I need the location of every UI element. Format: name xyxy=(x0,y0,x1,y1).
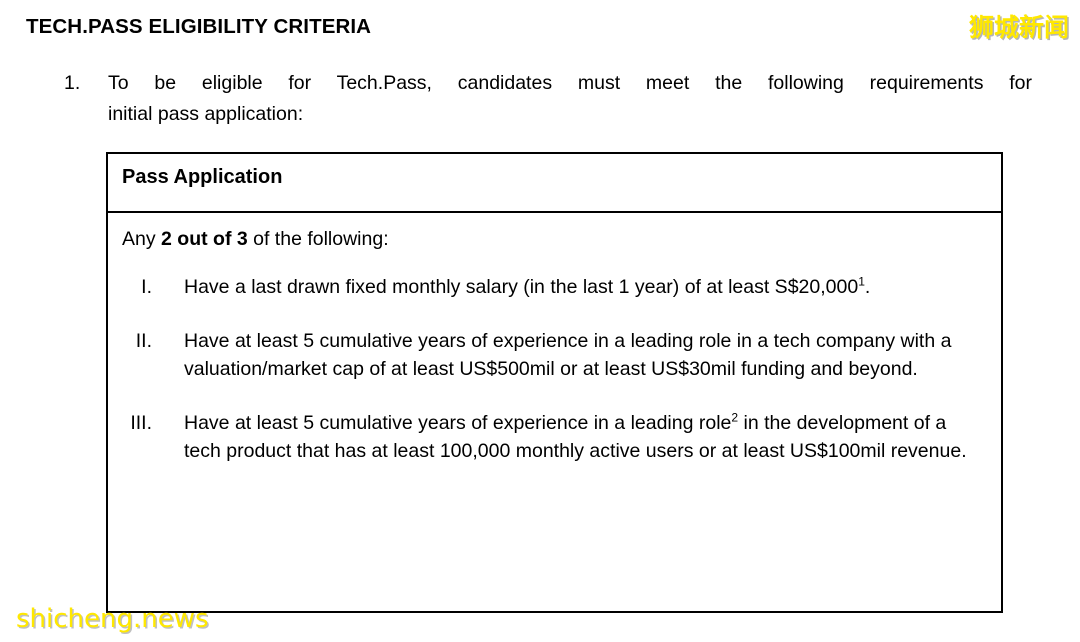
numbered-paragraph-text: To be eligible for Tech.Pass, candidates… xyxy=(108,68,1032,130)
criteria-table: Pass Application Any 2 out of 3 of the f… xyxy=(106,152,1003,613)
criterion-main-text: Have at least 5 cumulative years of expe… xyxy=(184,329,952,381)
any-two-of-three-line: Any 2 out of 3 of the following: xyxy=(122,225,987,253)
criterion-main-text: Have at least 5 cumulative years of expe… xyxy=(184,411,732,434)
intro-prefix: Any xyxy=(122,228,162,250)
roman-numeral: I. xyxy=(141,276,152,298)
criterion-tail-text: in the development of a tech product tha… xyxy=(184,411,967,463)
criteria-roman-list: I. Have a last drawn fixed monthly salar… xyxy=(122,273,987,466)
intro-bold: 2 out of 3 xyxy=(161,228,248,250)
paragraph-line-1: To be eligible for Tech.Pass, candidates… xyxy=(108,72,1032,94)
list-item: I. Have a last drawn fixed monthly salar… xyxy=(122,273,987,302)
paragraph-line-2: initial pass application: xyxy=(108,103,304,125)
criterion-text: Have at least 5 cumulative years of expe… xyxy=(184,409,984,466)
criterion-tail-text: . xyxy=(864,276,871,298)
criterion-main-text: Have a last drawn fixed monthly salary (… xyxy=(184,276,859,298)
numbered-paragraph-1: 1. To be eligible for Tech.Pass, candida… xyxy=(64,68,1032,130)
criterion-text: Have a last drawn fixed monthly salary (… xyxy=(184,273,984,302)
footnote-ref: 1 xyxy=(858,274,865,289)
page-title: TECH.PASS ELIGIBILITY CRITERIA xyxy=(26,15,372,38)
list-item: III. Have at least 5 cumulative years of… xyxy=(122,409,987,466)
list-item: II. Have at least 5 cumulative years of … xyxy=(122,327,987,384)
criterion-text: Have at least 5 cumulative years of expe… xyxy=(184,327,984,384)
intro-suffix: of the following: xyxy=(247,228,389,250)
footnote-ref: 2 xyxy=(731,410,739,424)
list-marker: 1. xyxy=(64,72,81,94)
table-body-cell: Any 2 out of 3 of the following: I. Have… xyxy=(108,213,1001,466)
roman-numeral: II. xyxy=(135,329,152,352)
table-header-pass-application: Pass Application xyxy=(108,154,1001,213)
watermark-top-right: 狮城新闻 xyxy=(968,13,1069,42)
roman-numeral: III. xyxy=(130,411,152,434)
watermark-bottom-left: shicheng.news xyxy=(16,604,209,634)
